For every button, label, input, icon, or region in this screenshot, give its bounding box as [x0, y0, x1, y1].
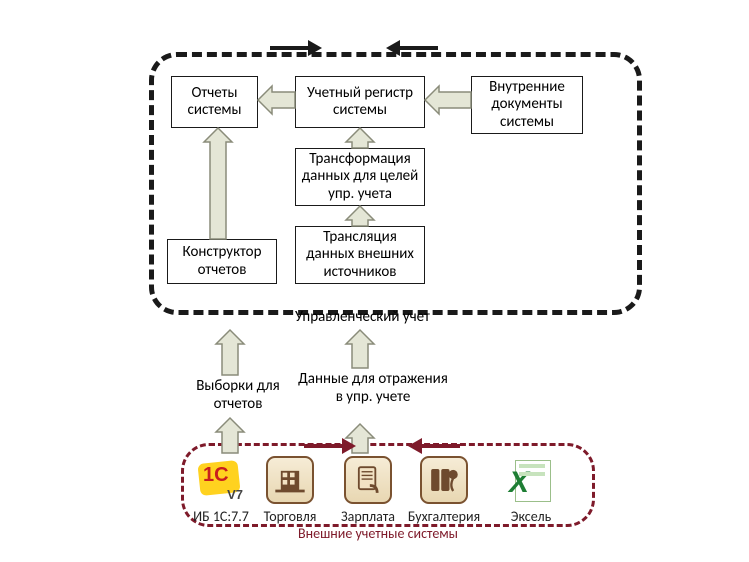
arrow-dataentry-to-mgmt [346, 330, 374, 368]
arrow-transform-to-register [346, 128, 374, 148]
icon-acct [420, 456, 468, 504]
icon-trade [266, 456, 314, 504]
arrow-register-to-reports [258, 86, 295, 114]
top-arrow-right [270, 40, 322, 56]
arrow-selections-to-mgmt [216, 330, 244, 375]
red-arrow-right [304, 438, 356, 454]
red-arrow-left [408, 438, 460, 454]
arrow-ext-to-selections [216, 418, 244, 453]
icon-pay [344, 456, 392, 504]
icon-excel: X [507, 456, 555, 504]
icon-ib1c: 1C V7 [197, 456, 245, 504]
top-arrow-left [386, 40, 438, 56]
icon-label-excel: Эксель [489, 508, 573, 525]
arrow-constructor-to-reports [204, 128, 232, 239]
diagram-canvas: { "layout": { "canvas_w": 749, "canvas_h… [0, 0, 749, 562]
icon-label-acct: Бухгалтерия [402, 508, 486, 525]
icon-label-trade: Торговля [248, 508, 332, 525]
arrow-translate-to-transform [346, 206, 374, 226]
icon-label-pay: Зарплата [326, 508, 410, 525]
arrow-internal-to-register [425, 86, 471, 114]
